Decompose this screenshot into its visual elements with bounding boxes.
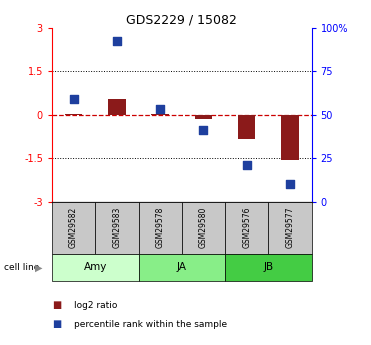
Text: GSM29582: GSM29582 xyxy=(69,207,78,248)
Bar xyxy=(138,254,225,281)
Title: GDS2229 / 15082: GDS2229 / 15082 xyxy=(127,13,237,27)
Bar xyxy=(95,202,138,254)
Text: Amy: Amy xyxy=(83,263,107,272)
Text: JA: JA xyxy=(177,263,187,272)
Text: GSM29583: GSM29583 xyxy=(112,207,121,248)
Bar xyxy=(52,202,95,254)
Text: ▶: ▶ xyxy=(35,263,43,272)
Bar xyxy=(195,115,212,119)
Text: ■: ■ xyxy=(52,319,61,329)
Bar xyxy=(238,115,255,139)
Bar xyxy=(182,202,225,254)
Text: percentile rank within the sample: percentile rank within the sample xyxy=(74,320,227,329)
Point xyxy=(70,96,76,101)
Text: GSM29577: GSM29577 xyxy=(286,207,295,248)
Point xyxy=(287,181,293,187)
Bar xyxy=(281,115,299,160)
Point xyxy=(244,162,250,167)
Bar xyxy=(225,202,268,254)
Bar xyxy=(151,114,169,115)
Bar xyxy=(138,202,182,254)
Text: log2 ratio: log2 ratio xyxy=(74,301,118,310)
Point xyxy=(157,107,163,112)
Text: ■: ■ xyxy=(52,300,61,310)
Point xyxy=(200,127,206,132)
Bar xyxy=(225,254,312,281)
Point xyxy=(114,38,120,43)
Text: GSM29578: GSM29578 xyxy=(156,207,165,248)
Bar xyxy=(108,99,125,115)
Text: GSM29580: GSM29580 xyxy=(199,207,208,248)
Bar xyxy=(65,114,82,115)
Bar xyxy=(52,254,138,281)
Text: cell line: cell line xyxy=(4,263,39,272)
Bar xyxy=(268,202,312,254)
Text: GSM29576: GSM29576 xyxy=(242,207,251,248)
Text: JB: JB xyxy=(263,263,273,272)
